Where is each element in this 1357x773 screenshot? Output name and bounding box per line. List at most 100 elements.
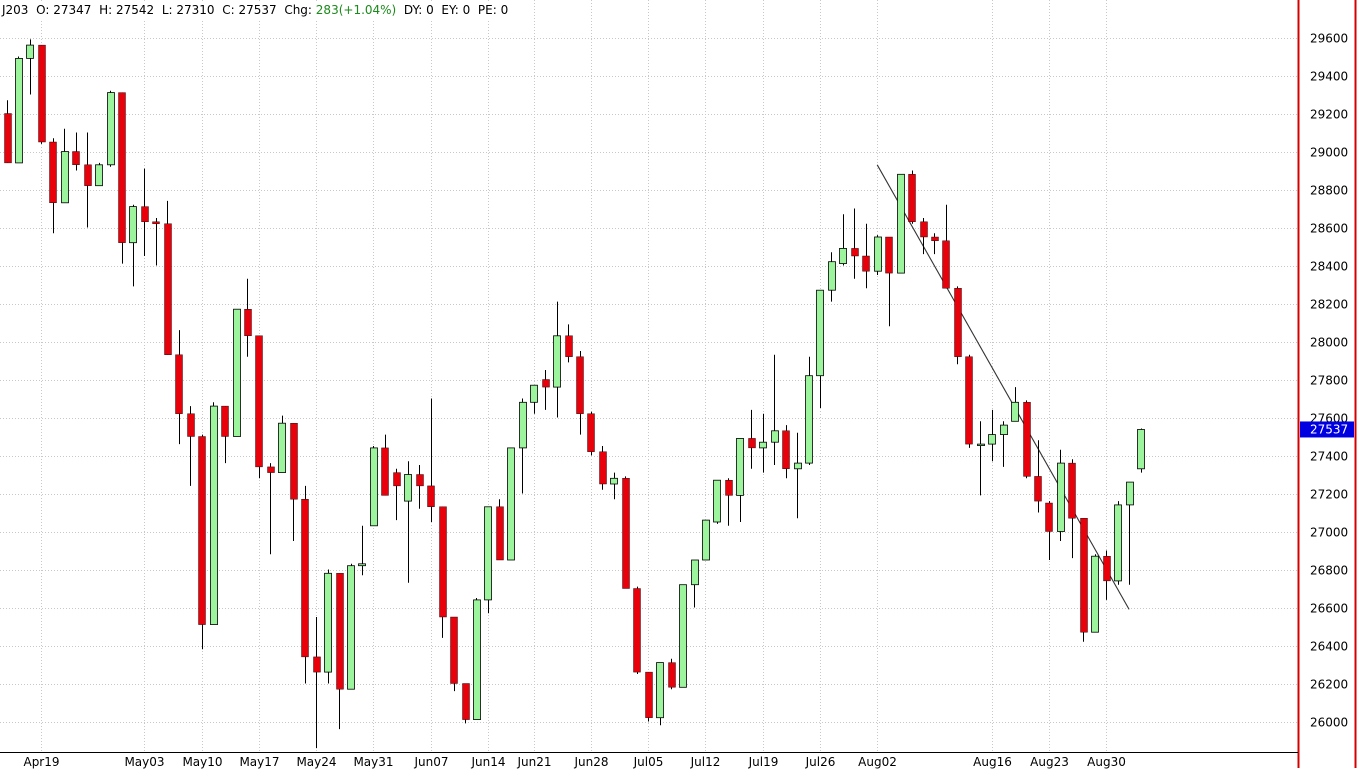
candle <box>313 617 321 749</box>
candle <box>1091 554 1099 633</box>
candle-body-up <box>874 236 882 272</box>
candle-body-up <box>1011 401 1019 422</box>
candle <box>427 398 435 522</box>
candle <box>587 411 595 456</box>
last-price-label: 27537 <box>1310 422 1348 436</box>
candle <box>473 598 481 721</box>
candle-body-down <box>118 92 126 243</box>
candle-body-up <box>61 151 69 204</box>
candle <box>702 519 710 561</box>
quote-header: J203 O: 27347 H: 27542 L: 27310 C: 27537… <box>2 1 513 19</box>
x-tick-label: May17 <box>239 755 279 769</box>
candle <box>610 472 618 500</box>
candle <box>851 208 859 279</box>
candle <box>530 384 538 414</box>
candle-body-up <box>210 405 218 626</box>
candle-body-down <box>851 248 859 257</box>
open-label: O: <box>36 3 50 17</box>
x-tick-label: Apr19 <box>23 755 59 769</box>
candle <box>118 92 126 264</box>
x-tick-label: Aug02 <box>858 755 897 769</box>
candle-body-up <box>347 565 355 690</box>
candle <box>95 162 103 187</box>
y-tick-label: 29600 <box>1310 32 1348 46</box>
y-tick-label: 29400 <box>1310 70 1348 84</box>
candle <box>404 461 412 583</box>
candle-body-down <box>393 472 401 487</box>
change-value: 283 <box>315 3 339 17</box>
x-tick-label: May31 <box>353 755 393 769</box>
last-price-box <box>1300 421 1354 438</box>
candle-body-up <box>610 477 618 485</box>
candle <box>1103 550 1111 600</box>
candle <box>656 662 664 726</box>
candle-body-up <box>15 58 23 164</box>
change-percent: (+1.04%) <box>338 3 397 17</box>
candle-body-up <box>507 447 515 561</box>
candle <box>679 584 687 688</box>
x-tick-label: Jul05 <box>633 755 664 769</box>
candle-body-up <box>771 430 779 443</box>
candle <box>61 128 69 204</box>
candle <box>141 168 149 256</box>
x-tick-label: Jun28 <box>573 755 608 769</box>
candle-body-up <box>679 584 687 688</box>
candle <box>782 425 790 479</box>
candle-body-down <box>175 354 183 414</box>
candle <box>1011 387 1019 422</box>
candle <box>553 301 561 418</box>
candle <box>347 563 355 690</box>
candle-body-up <box>794 462 802 470</box>
close-value: 27537 <box>238 3 277 17</box>
candle <box>1034 440 1042 513</box>
candle-body-up <box>736 437 744 496</box>
candle <box>267 463 275 555</box>
candle-body-up <box>107 92 115 166</box>
candle-body-down <box>565 335 573 357</box>
dividend-yield-value: 0 <box>426 3 434 17</box>
candle-body-down <box>748 438 756 449</box>
candle <box>26 39 34 95</box>
candle-body-up <box>828 261 836 291</box>
symbol-label: J203 <box>2 3 29 17</box>
candle <box>507 447 515 561</box>
candle <box>244 278 252 357</box>
candle <box>175 330 183 445</box>
trendline[interactable] <box>876 164 1130 610</box>
candle <box>599 446 607 490</box>
candle <box>255 335 263 479</box>
candle-body-up <box>95 164 103 187</box>
candle <box>736 437 744 522</box>
candle <box>748 409 756 469</box>
candle-body-down <box>599 451 607 485</box>
candle-body-down <box>965 356 973 445</box>
candle <box>496 499 504 561</box>
x-tick-label: Aug16 <box>973 755 1012 769</box>
x-tick-label: Jun21 <box>516 755 551 769</box>
candle-body-up <box>473 599 481 721</box>
candle-body-down <box>267 466 275 473</box>
candle <box>221 405 229 464</box>
low-value: 27310 <box>176 3 215 17</box>
candle-body-up <box>759 441 767 449</box>
x-tick-label: May10 <box>182 755 222 769</box>
candle-body-up <box>26 44 34 59</box>
x-tick-label: May24 <box>296 755 336 769</box>
candle-body-down <box>942 240 950 289</box>
candle <box>1057 449 1065 541</box>
candle <box>691 559 699 608</box>
candle <box>794 432 802 519</box>
change-label: Chg: <box>284 3 312 17</box>
candle <box>565 324 573 363</box>
candle <box>1114 501 1122 585</box>
x-tick-label: Jun14 <box>470 755 505 769</box>
candle-body-down <box>587 413 595 452</box>
candle-body-down <box>1034 476 1042 502</box>
candle <box>977 421 985 496</box>
candle <box>381 434 389 496</box>
y-tick-label: 28400 <box>1310 260 1348 274</box>
candle-body-down <box>164 223 172 356</box>
candle-body-down <box>1023 402 1031 477</box>
candle-body-down <box>313 656 321 673</box>
